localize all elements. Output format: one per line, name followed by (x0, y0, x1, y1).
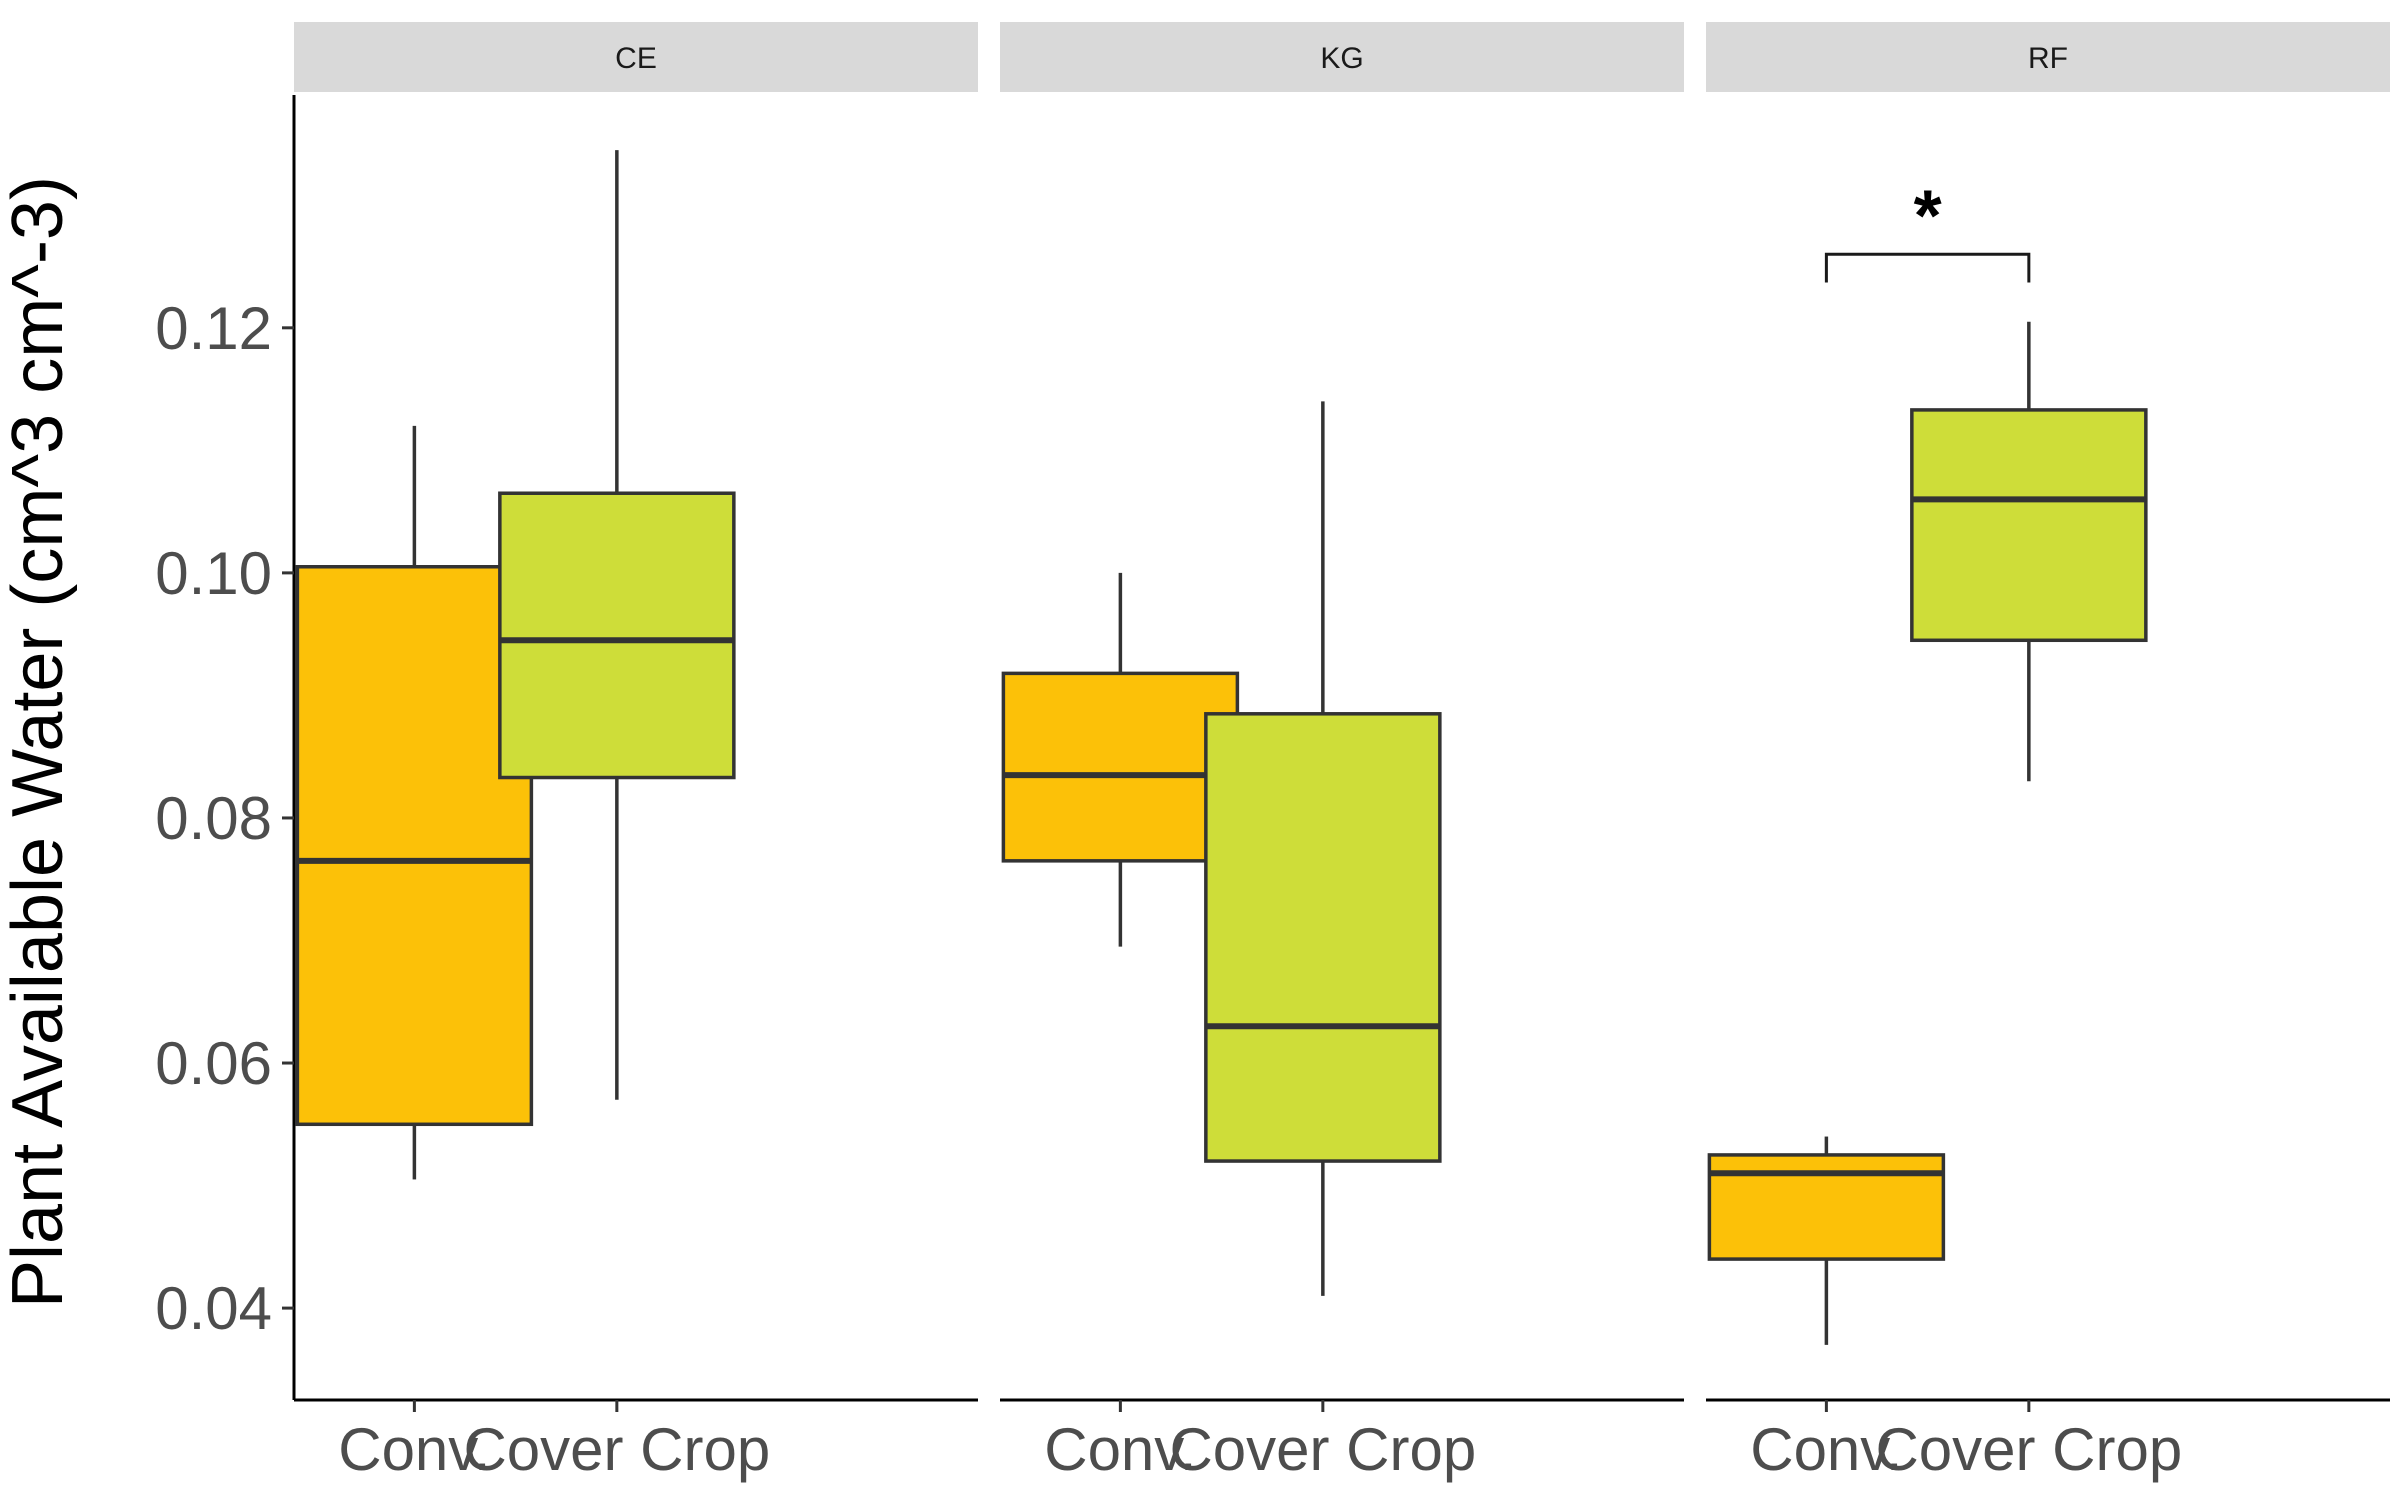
x-tick-label: Cover Crop (1875, 1416, 2182, 1483)
box-kg-conv (1001, 671, 1240, 863)
facet-strip-label: KG (1320, 42, 1363, 75)
boxplots (295, 150, 2148, 1345)
box-rf-cover-crop (1910, 408, 2148, 643)
y-tick-label: 0.12 (155, 295, 272, 362)
significance-label: * (1914, 176, 1942, 256)
x-tick-label: Conv. (1044, 1416, 1196, 1483)
y-tick-label: 0.06 (155, 1030, 272, 1097)
facet-strip-label: CE (615, 42, 657, 75)
box-kg-cover-crop (1204, 712, 1442, 1163)
facet-strip-label: RF (2028, 42, 2068, 75)
facet-strip-rf (1706, 22, 2390, 92)
x-tick-label: Cover Crop (1169, 1416, 1476, 1483)
facet-strip-kg (1000, 22, 1684, 92)
x-tick-label: Cover Crop (463, 1416, 770, 1483)
y-tick-label: 0.10 (155, 540, 272, 607)
box-ce-cover-crop (498, 491, 736, 780)
x-tick-label: Conv. (338, 1416, 490, 1483)
y-axis-title: Plant Available Water (cm^3 cm^-3) (0, 176, 78, 1308)
annotations: * (1824, 176, 2031, 283)
facet-strip-ce (294, 22, 978, 92)
significance-bracket (1824, 252, 2031, 283)
x-tick-label: Conv. (1750, 1416, 1902, 1483)
y-tick-label: 0.08 (155, 785, 272, 852)
box-ce-conv (295, 565, 534, 1127)
facet-strips: CE KG RF (294, 22, 2390, 92)
y-tick-label: 0.04 (155, 1275, 272, 1342)
